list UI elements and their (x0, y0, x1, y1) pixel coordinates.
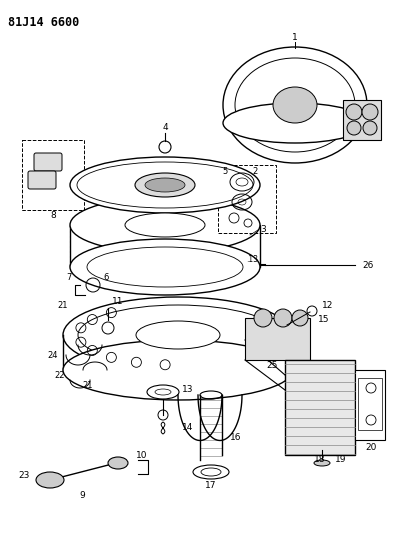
Text: 9: 9 (79, 491, 85, 500)
Text: 21: 21 (82, 381, 92, 390)
Text: 12: 12 (322, 301, 333, 310)
Bar (245, 318, 310, 360)
Text: 22: 22 (55, 370, 65, 379)
Text: 16: 16 (230, 433, 242, 442)
Text: 7: 7 (67, 273, 72, 282)
Text: 3: 3 (260, 225, 266, 235)
Ellipse shape (63, 340, 293, 400)
Text: 5: 5 (222, 167, 227, 176)
Text: 18: 18 (314, 456, 326, 464)
Text: 4: 4 (162, 124, 168, 133)
Ellipse shape (273, 87, 317, 123)
Text: 14: 14 (182, 424, 193, 432)
Ellipse shape (63, 297, 293, 373)
Text: .13: .13 (246, 255, 258, 264)
Ellipse shape (70, 239, 260, 295)
Text: 17: 17 (205, 481, 217, 489)
Ellipse shape (223, 103, 367, 143)
Text: 11: 11 (112, 297, 123, 306)
Circle shape (346, 104, 362, 120)
Text: 6: 6 (103, 273, 108, 282)
Text: 24: 24 (48, 351, 58, 359)
Ellipse shape (125, 213, 205, 237)
Bar (218, 165, 276, 233)
Ellipse shape (70, 197, 260, 253)
Text: 19: 19 (335, 456, 347, 464)
Ellipse shape (145, 178, 185, 192)
Ellipse shape (78, 305, 278, 365)
Bar (355, 370, 385, 440)
Text: 20: 20 (365, 443, 376, 453)
Ellipse shape (77, 162, 253, 208)
Ellipse shape (36, 472, 64, 488)
Text: 13: 13 (182, 385, 193, 394)
Text: 15: 15 (318, 316, 329, 325)
Ellipse shape (70, 157, 260, 213)
Ellipse shape (314, 460, 330, 466)
Circle shape (362, 104, 378, 120)
Circle shape (363, 121, 377, 135)
Ellipse shape (135, 173, 195, 197)
Text: 25: 25 (266, 360, 278, 369)
Text: 23: 23 (18, 471, 30, 480)
Ellipse shape (223, 47, 367, 163)
Bar (343, 100, 381, 140)
FancyBboxPatch shape (34, 153, 62, 171)
Text: 26: 26 (362, 261, 373, 270)
Ellipse shape (136, 321, 220, 349)
Text: 10: 10 (136, 451, 148, 461)
Bar (22, 140, 84, 210)
Text: 81J14 6600: 81J14 6600 (8, 16, 79, 29)
Bar (285, 360, 355, 455)
Text: 8: 8 (50, 211, 56, 220)
Circle shape (347, 121, 361, 135)
Ellipse shape (108, 457, 128, 469)
FancyBboxPatch shape (28, 171, 56, 189)
Circle shape (254, 309, 272, 327)
Bar (70, 225, 260, 267)
Circle shape (292, 310, 308, 326)
Circle shape (274, 309, 292, 327)
Bar (358, 378, 382, 430)
Ellipse shape (235, 58, 355, 152)
Text: 21: 21 (57, 301, 68, 310)
Text: 2: 2 (252, 167, 257, 176)
Text: 1: 1 (292, 34, 298, 43)
Ellipse shape (87, 247, 243, 287)
